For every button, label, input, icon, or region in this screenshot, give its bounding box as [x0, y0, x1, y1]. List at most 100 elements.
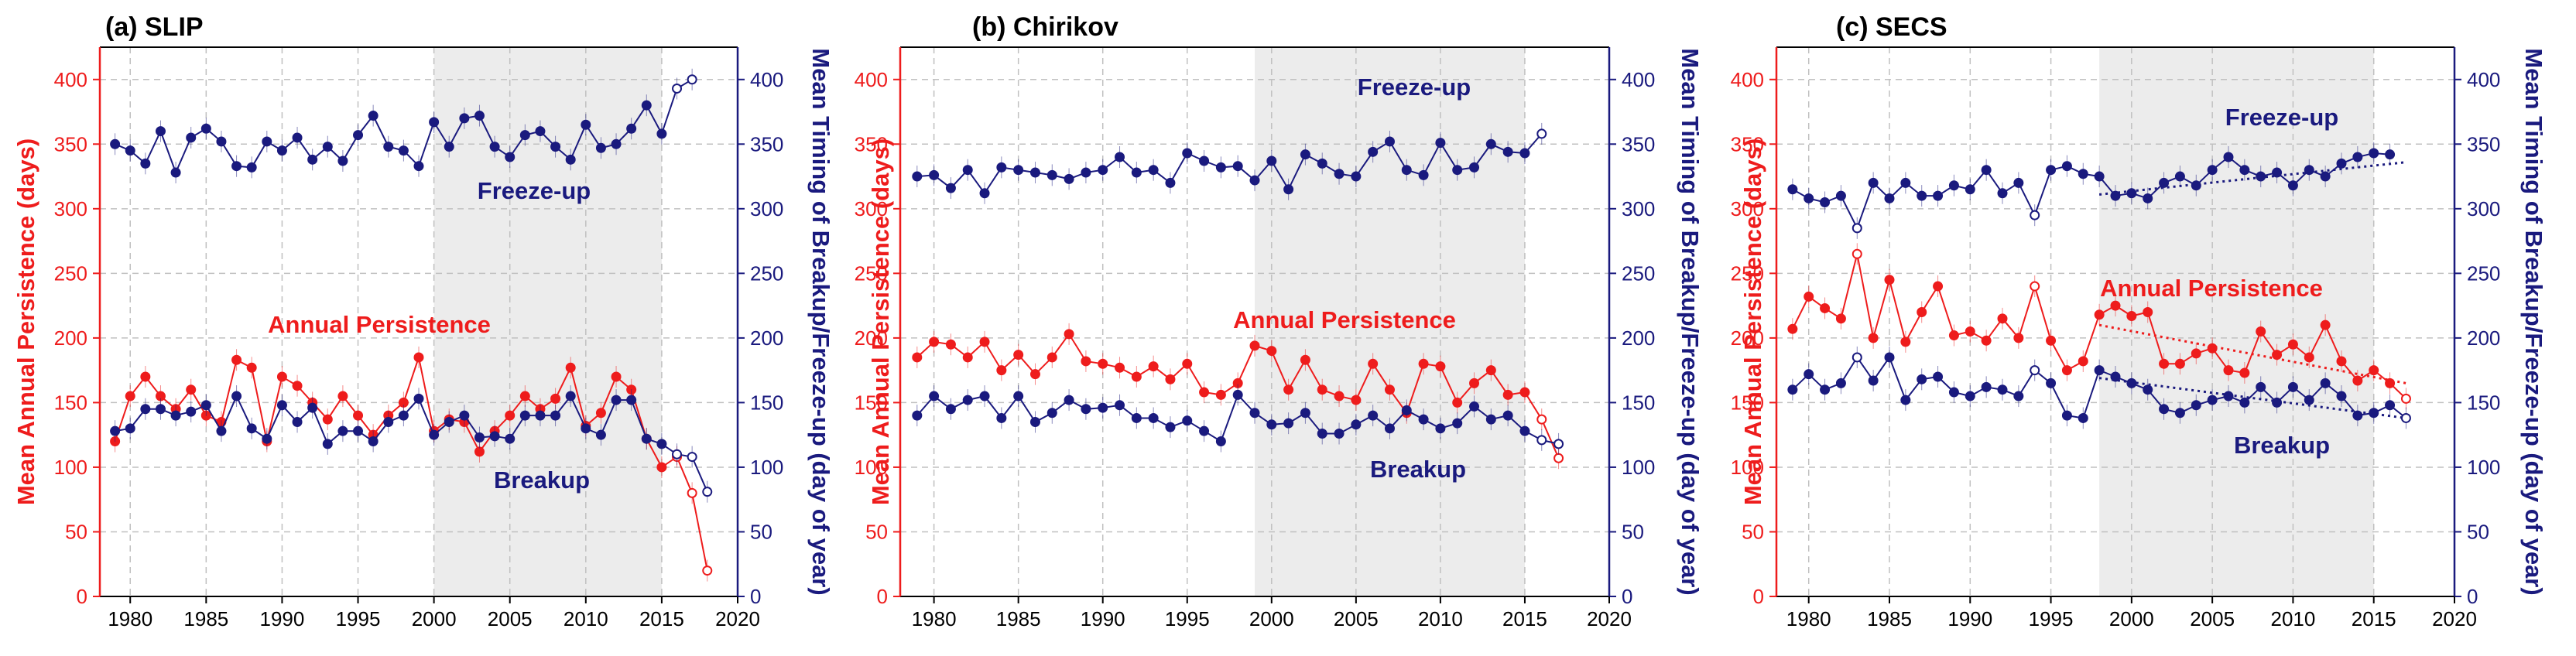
data-point: [962, 352, 973, 363]
data-point: [2159, 177, 2170, 188]
x-tick-label: 2010: [1418, 607, 1463, 630]
data-point: [2143, 384, 2153, 395]
data-point: [996, 162, 1007, 173]
left-y-tick-label: 50: [1742, 520, 1764, 543]
data-point: [125, 145, 135, 156]
right-y-tick-label: 400: [750, 68, 783, 91]
data-point: [2126, 188, 2137, 199]
data-point: [2352, 375, 2363, 386]
data-point: [641, 433, 652, 444]
data-point: [1401, 165, 1412, 176]
data-point: [1115, 152, 1125, 162]
left-y-tick-label: 50: [65, 520, 87, 543]
right-y-tick-label: 200: [750, 326, 783, 350]
data-point: [337, 155, 348, 166]
data-point: [565, 154, 576, 165]
data-point: [1917, 306, 1927, 317]
data-point: [565, 391, 576, 401]
series-freeze-up: [912, 122, 1547, 204]
data-point: [1232, 161, 1243, 172]
data-point: [1182, 415, 1193, 426]
data-point: [2094, 365, 2105, 376]
data-point: [262, 136, 272, 147]
data-point: [1418, 358, 1429, 369]
right-y-axis-title: Mean Timing of Breakup/Freeze-up (day of…: [1677, 48, 1704, 595]
data-point: [262, 433, 272, 444]
data-point: [155, 404, 166, 415]
data-point: [929, 391, 940, 401]
data-point: [2385, 378, 2396, 388]
trend-line: [2098, 377, 2406, 419]
right-y-tick-label: 350: [1622, 132, 1655, 155]
right-y-tick-label: 350: [750, 132, 783, 155]
data-point: [2239, 165, 2250, 176]
data-point: [1536, 414, 1547, 425]
data-point: [1981, 335, 1992, 346]
data-point: [1948, 387, 1959, 398]
data-point: [2304, 395, 2314, 405]
data-point: [1900, 337, 1911, 347]
data-point: [2239, 367, 2250, 378]
data-point: [1334, 391, 1345, 401]
left-y-tick-label: 200: [855, 326, 888, 350]
right-y-tick-label: 100: [1622, 456, 1655, 479]
data-point: [246, 362, 257, 373]
x-tick-label: 1995: [336, 607, 381, 630]
left-y-tick-label: 400: [54, 68, 87, 91]
data-point: [1384, 384, 1395, 395]
data-point: [1553, 453, 1564, 463]
data-point: [996, 365, 1007, 376]
data-point: [110, 138, 121, 149]
data-point: [595, 142, 606, 153]
data-point: [1199, 425, 1210, 436]
data-point: [2078, 412, 2088, 423]
x-tick-label: 2005: [2190, 607, 2235, 630]
data-point: [2352, 410, 2363, 421]
data-point: [1536, 128, 1547, 139]
data-point: [2030, 365, 2040, 376]
data-point: [1081, 167, 1091, 178]
data-point: [1215, 436, 1226, 447]
data-point: [1131, 371, 1142, 382]
data-point: [945, 404, 956, 415]
left-y-tick-label: 100: [54, 456, 87, 479]
data-point: [979, 391, 990, 401]
right-y-tick-label: 350: [2467, 132, 2500, 155]
data-point: [1115, 362, 1125, 373]
data-point: [1013, 391, 1024, 401]
annotation-breakup: Breakup: [494, 466, 590, 494]
data-point: [1502, 410, 1513, 421]
data-point: [1519, 425, 1530, 436]
data-point: [1165, 374, 1176, 384]
x-tick-label: 2020: [1587, 607, 1632, 630]
data-point: [1351, 419, 1362, 430]
data-point: [1249, 340, 1260, 351]
data-point: [1283, 184, 1294, 195]
x-tick-label: 2000: [412, 607, 457, 630]
x-tick-label: 2015: [2352, 607, 2396, 630]
data-point: [2094, 309, 2105, 320]
left-y-tick-label: 0: [1753, 585, 1764, 608]
data-point: [2320, 319, 2331, 330]
data-point: [1469, 162, 1480, 173]
series-breakup: [1787, 346, 2411, 429]
data-point: [672, 83, 683, 94]
x-tick-label: 2000: [1249, 607, 1294, 630]
data-point: [353, 410, 364, 421]
right-y-tick-label: 100: [750, 456, 783, 479]
data-point: [1948, 330, 1959, 341]
panel-title: (a) SLIP: [105, 12, 204, 42]
data-point: [368, 111, 379, 121]
data-point: [1334, 429, 1345, 439]
data-point: [641, 100, 652, 111]
data-point: [1787, 323, 1798, 334]
data-point: [912, 352, 923, 363]
data-point: [1804, 193, 1814, 203]
data-point: [2078, 356, 2088, 367]
data-point: [2287, 339, 2298, 350]
x-tick-label: 1990: [260, 607, 305, 630]
data-point: [474, 432, 485, 443]
data-point: [550, 393, 561, 404]
right-y-tick-label: 300: [1622, 197, 1655, 220]
right-y-tick-label: 0: [1622, 585, 1632, 608]
